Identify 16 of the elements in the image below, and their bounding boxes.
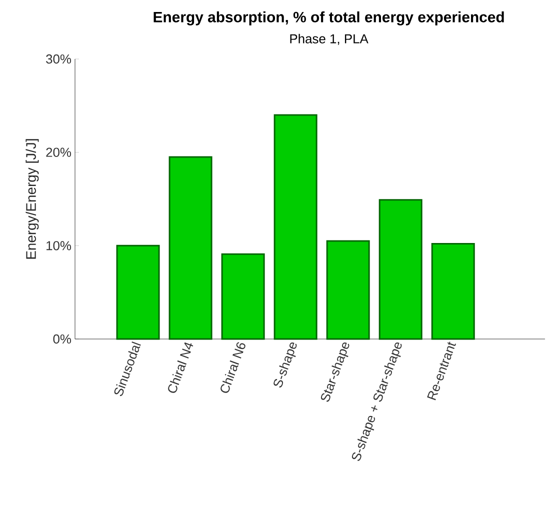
x-tick-label: Chiral N4 [168,342,194,393]
chart-subtitle: Phase 1, PLA [290,34,368,45]
bar [326,240,370,340]
y-tick-label: 10% [46,241,72,250]
bar [431,243,475,340]
y-tick-label: 20% [46,148,72,157]
x-tick-label: Chiral N6 [220,342,246,393]
bar [221,253,265,340]
y-axis-title: Energy/Energy [J/J] [26,139,39,259]
y-tick-label: 30% [46,54,72,64]
bar [116,244,160,340]
y-tick-label: 0% [53,334,72,344]
chart-title: Energy absorption, % of total energy experienced [154,11,504,26]
bar [378,199,422,340]
bar [168,156,212,340]
bar [274,114,318,340]
